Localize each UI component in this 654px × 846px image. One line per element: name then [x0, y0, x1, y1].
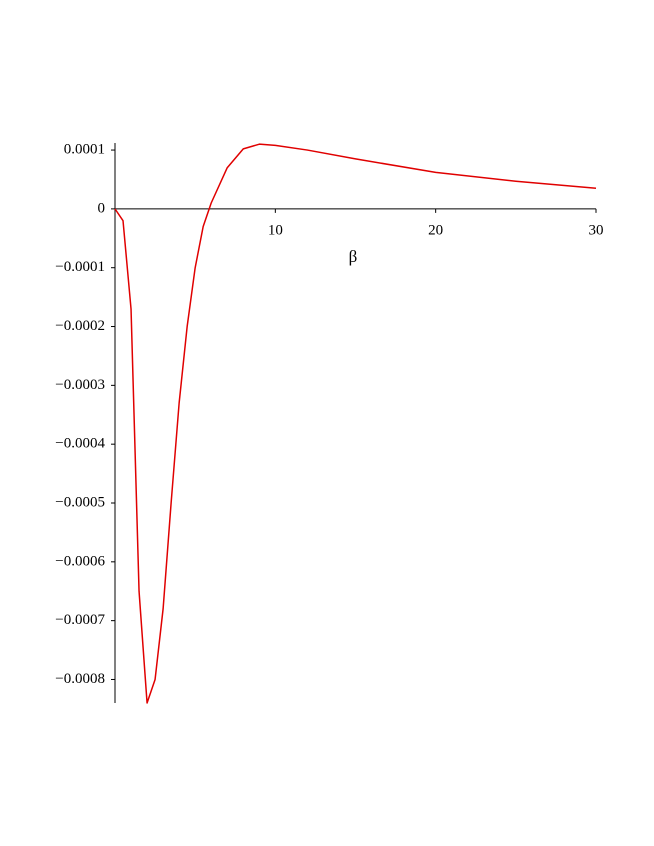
y-tick-label: 0.0001	[64, 141, 105, 157]
x-tick-label: 10	[268, 222, 283, 238]
y-tick-label: −0.0004	[55, 436, 105, 452]
x-tick-label: 30	[589, 222, 604, 238]
y-tick-label: 0	[98, 200, 106, 216]
y-tick-label: −0.0001	[55, 259, 105, 275]
y-tick-label: −0.0006	[55, 553, 105, 569]
y-tick-label: −0.0002	[55, 318, 105, 334]
y-tick-label: −0.0007	[55, 612, 105, 628]
x-axis-label: β	[349, 247, 358, 266]
x-tick-label: 20	[428, 222, 443, 238]
y-tick-label: −0.0003	[55, 377, 105, 393]
line	[114, 143, 597, 704]
y-tick-label: −0.0008	[55, 671, 105, 687]
y-tick-label: −0.0005	[55, 494, 105, 510]
